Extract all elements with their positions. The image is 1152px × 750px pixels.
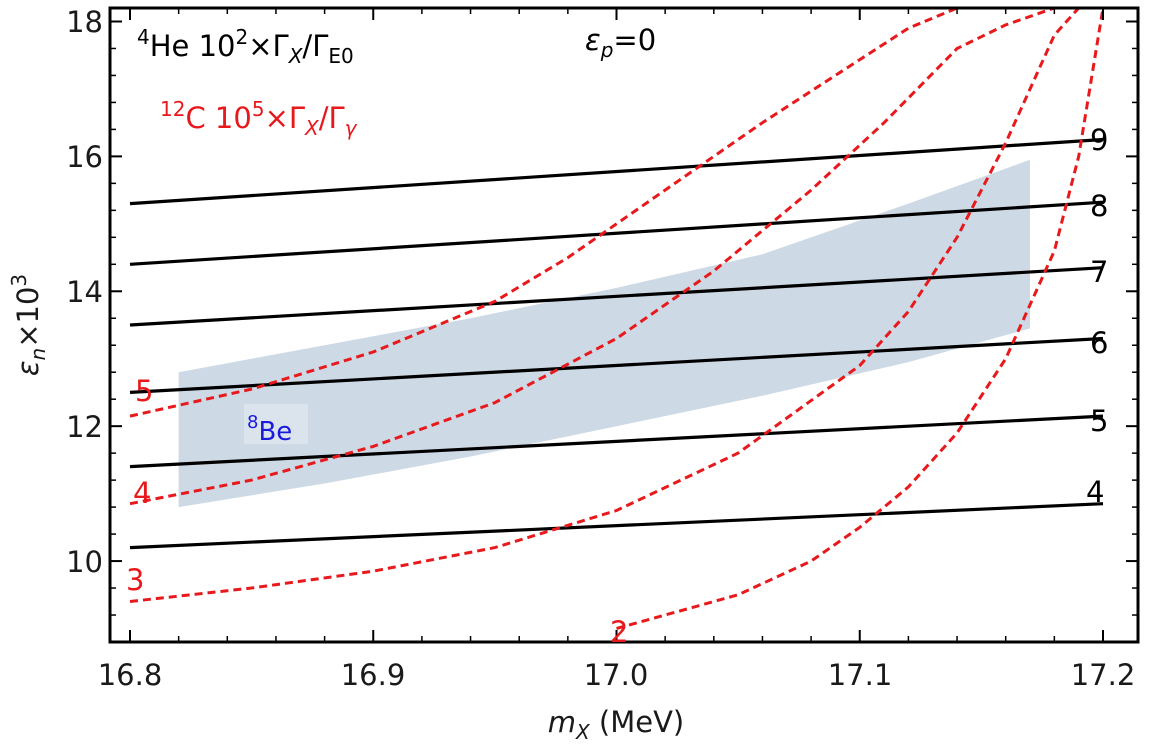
c12-contour-label-2: 2 — [610, 615, 628, 649]
c12-contour-3 — [129, 8, 1080, 603]
ticks-layer — [110, 8, 1138, 642]
y-tick-label: 18 — [66, 5, 103, 39]
y-tick-label: 10 — [66, 545, 103, 579]
be8-label-background — [244, 404, 308, 444]
c12-contour-label-4: 4 — [133, 476, 151, 510]
be8-label: 8Be — [247, 412, 292, 447]
he4-contour-7 — [129, 266, 1104, 327]
x-tick-label: 17.0 — [584, 658, 649, 692]
c12-contour-5 — [129, 8, 958, 418]
he4-contour-6 — [129, 336, 1104, 394]
he4-contour-4 — [129, 502, 1104, 550]
c12-contour-label-3: 3 — [126, 563, 144, 597]
he4-contour-label-9: 9 — [1090, 123, 1108, 157]
legend-he4: 4He 102×ΓX/ΓE0 — [137, 25, 354, 68]
c12-contour-label-5: 5 — [135, 374, 153, 408]
he4-contour-label-7: 7 — [1090, 255, 1108, 289]
he4-contour-5 — [129, 414, 1104, 469]
be8-band — [178, 159, 1031, 508]
x-axis-title: mX (MeV) — [548, 705, 685, 744]
he4-contour-label-8: 8 — [1090, 189, 1108, 223]
he4-contour-9 — [129, 137, 1104, 206]
x-tick-label: 17.1 — [828, 658, 893, 692]
condition-label: εp=0 — [585, 23, 656, 62]
c12-contour-2 — [616, 8, 1105, 630]
y-axis-title: εn×103 — [7, 274, 50, 376]
he4-contour-label-6: 6 — [1090, 326, 1108, 360]
he4-contour-label-5: 5 — [1090, 404, 1108, 438]
y-tick-label: 14 — [66, 275, 103, 309]
y-tick-label: 16 — [66, 140, 103, 174]
x-tick-label: 17.2 — [1071, 658, 1136, 692]
plot-layer — [129, 8, 1105, 630]
plot-frame — [108, 6, 1140, 644]
x-tick-label: 16.9 — [341, 658, 406, 692]
x-tick-label: 16.8 — [98, 658, 163, 692]
he4-contour-label-4: 4 — [1086, 475, 1104, 509]
y-tick-label: 12 — [66, 410, 103, 444]
series-layer — [129, 8, 1105, 630]
he4-contour-8 — [129, 200, 1104, 266]
legend-c12: 12C 105×ΓX/Γγ — [160, 97, 358, 140]
